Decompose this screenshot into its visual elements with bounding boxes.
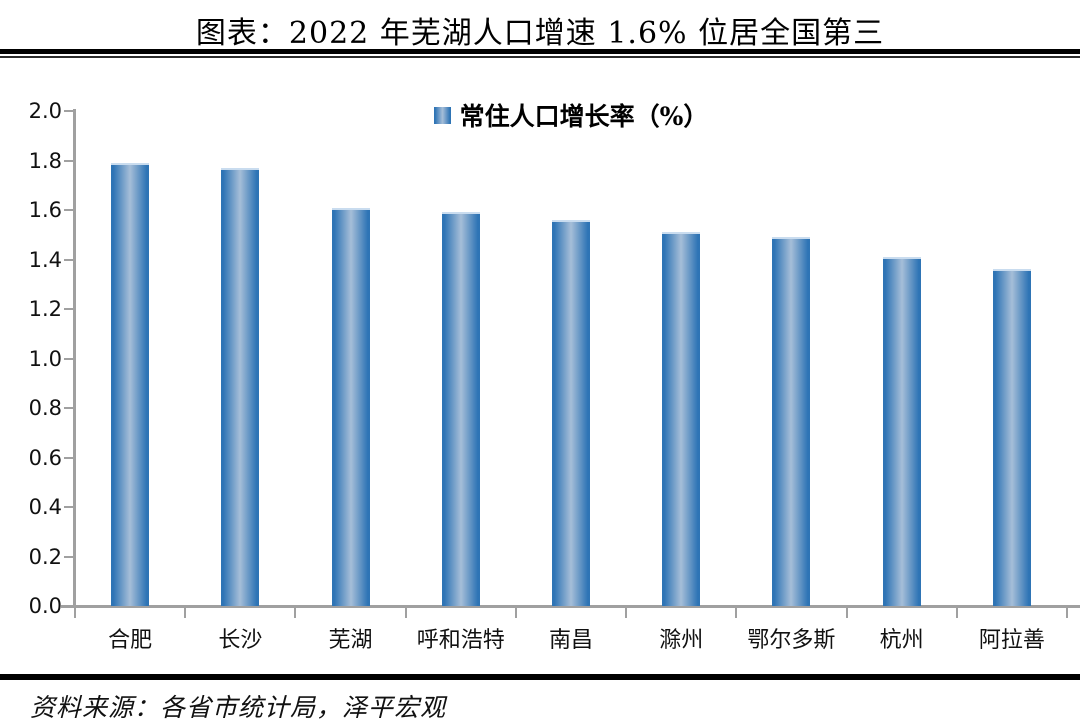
x-axis-category-label: 滁州 — [659, 628, 704, 653]
x-axis-category-label: 南昌 — [548, 628, 593, 653]
y-axis-tick — [64, 209, 74, 211]
x-axis-tick — [955, 608, 958, 618]
legend-swatch-icon — [433, 106, 451, 124]
x-axis-category-label: 长沙 — [218, 628, 263, 653]
y-axis-tick — [64, 555, 74, 558]
footer-divider — [0, 674, 1080, 680]
title-divider-thin — [0, 56, 1080, 58]
chart-title: 图表：2022 年芜湖人口增速 1.6% 位居全国第三 — [195, 16, 885, 51]
y-axis-tick — [64, 605, 74, 607]
y-axis-tick — [64, 407, 74, 409]
bar-阿拉善 — [992, 269, 1031, 606]
y-axis-tick-label: 1.6 — [28, 198, 62, 222]
y-axis-tick-label: 0.6 — [28, 445, 62, 470]
y-axis-tick-label: 1.4 — [28, 247, 62, 272]
bar-滁州 — [662, 232, 701, 606]
x-axis-tick — [1066, 608, 1068, 618]
y-axis-tick — [64, 456, 74, 459]
x-axis-category-label: 杭州 — [879, 628, 924, 653]
bar-芜湖 — [331, 207, 370, 606]
x-axis-tick — [404, 608, 407, 618]
bar-呼和浩特 — [441, 212, 480, 606]
source-note: 资料来源：各省市统计局，泽平宏观 — [30, 693, 447, 722]
bar-杭州 — [882, 257, 921, 606]
legend-label: 常住人口增长率（%） — [459, 102, 709, 131]
x-axis-line — [61, 605, 1080, 608]
title-divider-thick — [0, 49, 1080, 54]
x-axis-category-label: 鄂尔多斯 — [747, 628, 836, 653]
y-axis-tick — [64, 506, 74, 508]
y-axis-tick-label: 1.2 — [28, 297, 62, 321]
bar-长沙 — [221, 167, 260, 606]
x-axis-tick — [294, 608, 297, 618]
y-axis-tick-label: 2.0 — [28, 99, 62, 123]
bar-鄂尔多斯 — [772, 237, 811, 606]
x-axis-category-label: 芜湖 — [328, 628, 373, 653]
y-axis-tick — [64, 308, 74, 310]
x-axis-category-label: 合肥 — [108, 628, 153, 653]
x-axis-tick — [184, 608, 187, 618]
x-axis-category-label: 阿拉善 — [978, 628, 1045, 653]
x-axis-tick — [514, 608, 517, 618]
x-axis-tick — [74, 608, 76, 618]
bar-合肥 — [111, 162, 150, 606]
x-axis-tick — [735, 608, 738, 618]
x-axis-tick — [625, 608, 628, 618]
y-axis-tick — [64, 258, 74, 261]
y-axis-tick-label: 0.4 — [28, 495, 62, 519]
x-axis-tick — [845, 608, 848, 618]
y-axis-tick — [64, 357, 74, 360]
y-axis-line — [73, 109, 76, 607]
y-axis-tick — [64, 110, 74, 112]
y-axis-tick — [64, 159, 74, 162]
y-axis-tick-label: 0.2 — [28, 544, 62, 569]
y-axis-tick-label: 0.8 — [28, 396, 62, 420]
x-axis-category-label: 呼和浩特 — [416, 628, 505, 653]
bar-南昌 — [552, 219, 590, 606]
y-axis-tick-label: 1.0 — [28, 346, 62, 371]
y-axis-tick-label: 0.0 — [28, 594, 62, 618]
y-axis-tick-label: 1.8 — [28, 148, 62, 173]
chart-legend: 常住人口增长率（%） — [75, 97, 1067, 133]
